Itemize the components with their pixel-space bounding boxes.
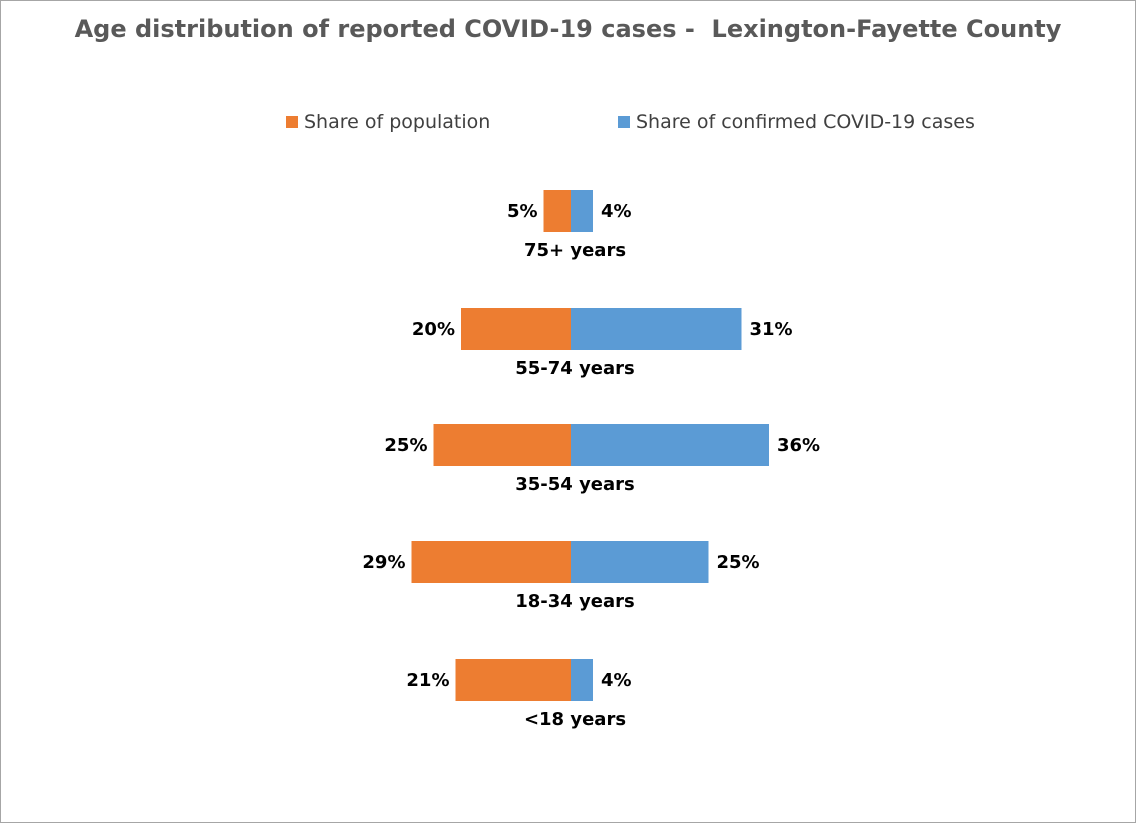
data-label-population-55-74-years: 20% [412, 319, 455, 340]
category-label-18-years: <18 years [524, 709, 626, 730]
legend-swatch-population [286, 116, 298, 128]
data-label-population-18-34-years: 29% [362, 552, 405, 573]
category-label-75-years: 75+ years [524, 240, 626, 261]
data-label-population-35-54-years: 25% [384, 435, 427, 456]
category-label-18-34-years: 18-34 years [515, 591, 635, 612]
legend-item-population: Share of population [286, 110, 490, 134]
bar-population-55-74-years [461, 308, 571, 350]
bar-population-18-34-years [411, 541, 571, 583]
legend-label-cases: Share of confirmed COVID-19 cases [636, 111, 975, 133]
category-label-55-74-years: 55-74 years [515, 358, 635, 379]
bar-cases-18-years [571, 659, 593, 701]
bar-cases-35-54-years [571, 424, 769, 466]
legend-swatch-cases [618, 116, 630, 128]
chart-title: Age distribution of reported COVID-19 ca… [74, 15, 1062, 43]
data-label-population-18-years: 21% [406, 670, 449, 691]
bar-cases-75-years [571, 190, 593, 232]
category-label-35-54-years: 35-54 years [515, 474, 635, 495]
data-label-cases-18-34-years: 25% [717, 552, 760, 573]
bar-population-18-years [455, 659, 571, 701]
bar-cases-18-34-years [571, 541, 709, 583]
legend-label-population: Share of population [304, 111, 491, 133]
bar-population-35-54-years [433, 424, 571, 466]
data-label-cases-75-years: 4% [601, 201, 632, 222]
data-label-population-75-years: 5% [507, 201, 538, 222]
data-label-cases-18-years: 4% [601, 670, 632, 691]
bar-population-75-years [543, 190, 571, 232]
data-label-cases-35-54-years: 36% [777, 435, 820, 456]
legend-item-cases: Share of confirmed COVID-19 cases [618, 110, 975, 134]
data-label-cases-55-74-years: 31% [750, 319, 793, 340]
bar-cases-55-74-years [571, 308, 742, 350]
